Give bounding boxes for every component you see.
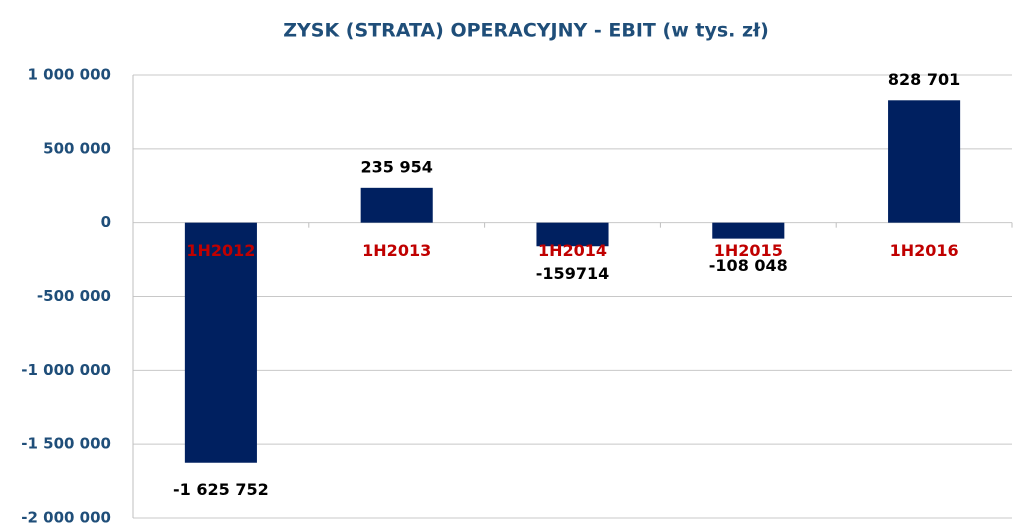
value-label: -108 048 (709, 256, 788, 275)
x-tick-label: 1H2014 (538, 241, 607, 260)
bar (184, 222, 257, 463)
y-tick-label: 0 (101, 213, 111, 231)
y-tick-label: -500 000 (37, 287, 111, 305)
value-label: -1 625 752 (173, 480, 269, 499)
chart-title: ZYSK (STRATA) OPERACYJNY - EBIT (w tys. … (283, 20, 769, 42)
y-tick-label: -1 000 000 (21, 361, 111, 379)
bar (536, 222, 609, 247)
x-tick-label: 1H2015 (714, 241, 783, 260)
y-tick-label: 1 000 000 (27, 66, 111, 84)
value-label: 828 701 (888, 70, 960, 89)
bar (360, 187, 433, 223)
bar (888, 100, 961, 223)
y-tick-label: 500 000 (43, 139, 111, 157)
value-label: 235 954 (361, 157, 433, 176)
bar (712, 222, 785, 239)
x-tick-label: 1H2012 (186, 241, 255, 260)
y-tick-label: -1 500 000 (21, 435, 111, 453)
x-tick-label: 1H2013 (362, 241, 431, 260)
y-tick-label: -2 000 000 (21, 509, 111, 527)
value-label: -159714 (536, 264, 609, 283)
x-tick-label: 1H2016 (890, 241, 959, 260)
